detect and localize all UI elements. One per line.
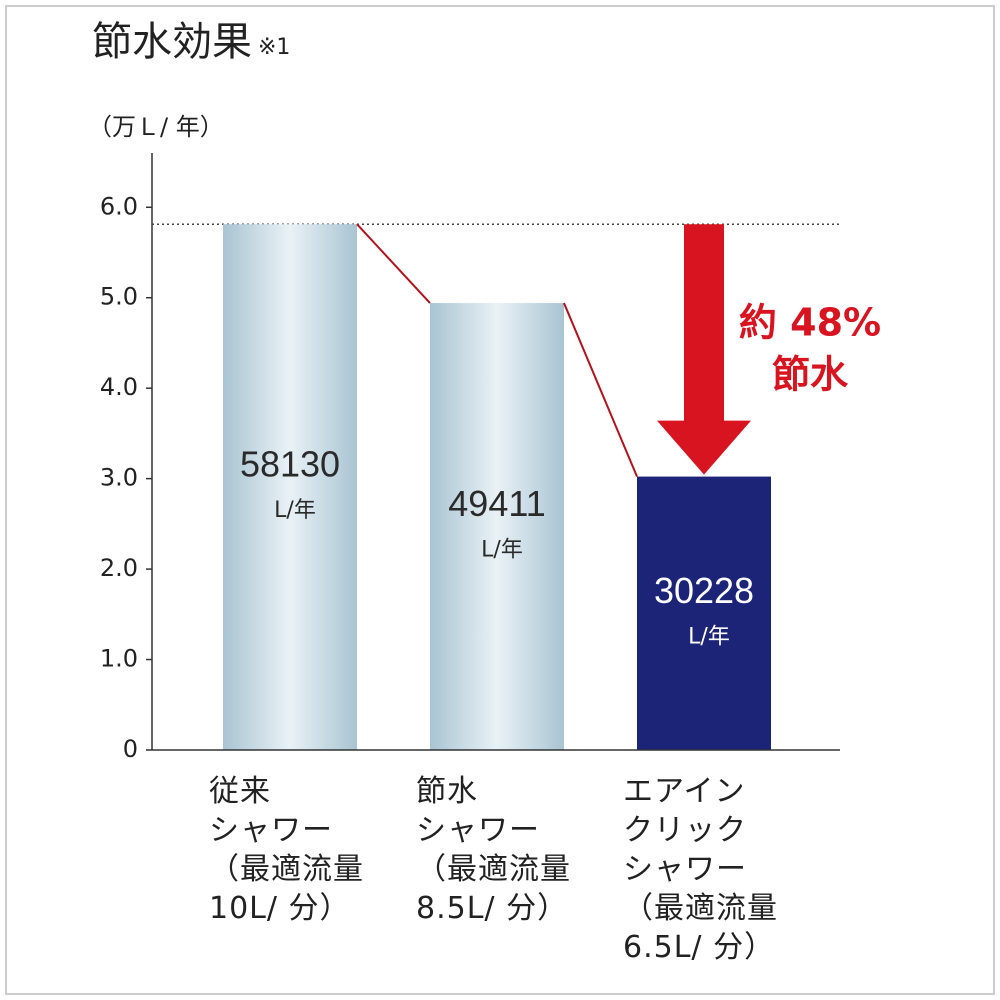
title-note: ※1: [258, 35, 290, 60]
frame: [5, 5, 995, 995]
value-unit: L/年: [274, 498, 316, 523]
y-tick-label: 6.0: [100, 192, 138, 220]
y-axis-label: （万Ｌ/ 年）: [88, 113, 224, 141]
x-tick-label: エアイン クリック シャワー （最適流量 6.5L/ 分）: [623, 774, 778, 965]
bar: [223, 224, 357, 750]
x-tick-label: 節水 シャワー （最適流量 8.5L/ 分）: [416, 774, 571, 926]
value-label: 58130: [240, 444, 340, 485]
connector: [356, 223, 431, 304]
y-tick-label: 1.0: [100, 645, 138, 673]
y-tick-label: 4.0: [100, 373, 138, 401]
value-label: 30228: [654, 570, 754, 611]
annotation: 節水: [772, 353, 849, 397]
y-tick-label: 0: [123, 735, 138, 763]
value-unit: L/年: [481, 538, 523, 563]
annotation: 約 48%: [739, 301, 881, 345]
y-tick-label: 2.0: [100, 554, 138, 582]
arrow: [657, 224, 751, 475]
value-label: 49411: [448, 483, 545, 524]
chart-title: 節水効果: [92, 19, 252, 65]
bar: [430, 303, 564, 750]
value-unit: L/年: [688, 624, 730, 649]
x-tick-label: 従来 シャワー （最適流量 10L/ 分）: [209, 774, 364, 926]
y-tick-label: 5.0: [100, 283, 138, 311]
y-tick-label: 3.0: [100, 464, 138, 492]
connector: [563, 302, 638, 477]
bar: [637, 476, 771, 750]
